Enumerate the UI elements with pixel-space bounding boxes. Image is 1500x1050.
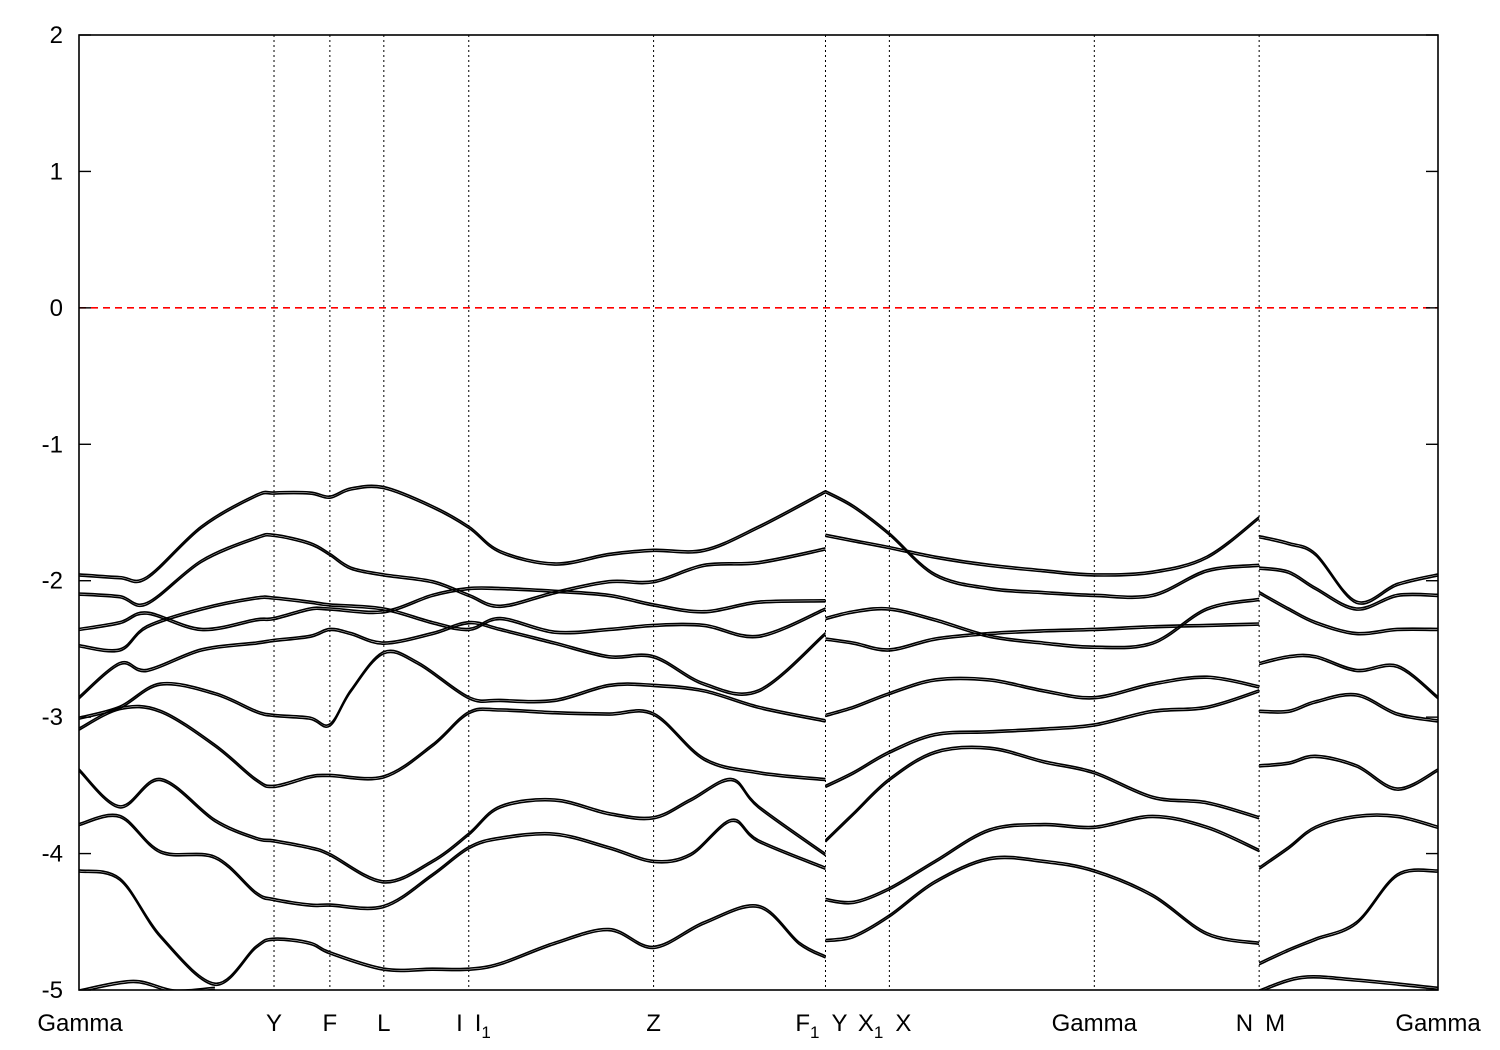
x-tick-label: F	[323, 1010, 338, 1037]
x-tick-label: I1	[475, 1010, 491, 1042]
band-line-partner	[79, 622, 827, 700]
band-line	[825, 675, 1260, 716]
x-tick-label: Gamma	[37, 1010, 123, 1037]
band-line	[825, 515, 1260, 575]
x-tick-label: F1	[795, 1010, 819, 1042]
band-line-partner	[825, 599, 1260, 650]
x-tick-label: X	[895, 1010, 911, 1037]
band-line	[79, 768, 826, 882]
x-tick-label: M	[1265, 1010, 1285, 1037]
x-ticks: Gamma Y F L I I1 Z F1 Y X1 X Gamma N M Gamma	[37, 1010, 1481, 1042]
high-symmetry-lines	[273, 35, 1260, 990]
y-tick-label: -2	[42, 568, 63, 595]
x-tick-label: Gamma	[1052, 1010, 1138, 1037]
band-line-partner	[1259, 694, 1438, 723]
x-tick-label: L	[377, 1010, 390, 1037]
band-line	[825, 855, 1260, 944]
x-tick-label: Y	[266, 1010, 282, 1037]
band-line-partner	[825, 492, 1260, 600]
band-line-partner	[79, 706, 826, 789]
band-line-partner	[79, 597, 826, 653]
x-tick-label: N	[1236, 1010, 1253, 1037]
band-line	[79, 620, 827, 698]
band-line	[79, 649, 826, 726]
band-line	[79, 704, 826, 787]
band-line-partner	[79, 534, 826, 609]
band-line-partner	[825, 816, 1260, 905]
y-tick-label: 0	[50, 295, 63, 322]
band-line	[1259, 754, 1438, 789]
x-tick-label: Z	[646, 1010, 661, 1037]
band-line-partner	[1262, 977, 1438, 990]
y-tick-label: -4	[42, 841, 63, 868]
band-line-partner	[1259, 756, 1438, 791]
band-line	[79, 586, 826, 630]
band-line	[1259, 566, 1438, 609]
band-line-partner	[79, 815, 826, 911]
band-line	[79, 813, 826, 909]
band-line	[825, 689, 1260, 787]
band-line	[79, 532, 826, 607]
band-line	[824, 745, 1260, 841]
band-line	[825, 622, 1260, 650]
y-ticks: 2 1 0 -1 -2 -3 -4 -5	[42, 22, 1438, 1004]
x-tick-label: Gamma	[1395, 1010, 1481, 1037]
band-line-partner	[825, 677, 1260, 718]
band-line	[1258, 974, 1438, 990]
band-line	[1258, 590, 1438, 634]
axes	[78, 34, 1439, 991]
x-tick-label: I	[456, 1010, 463, 1037]
band-line	[79, 595, 826, 651]
x-tick-label: Y	[831, 1010, 847, 1037]
band-line-partner	[1258, 870, 1438, 966]
band-line-partner	[825, 857, 1260, 946]
band-line	[1258, 813, 1438, 868]
band-line-partner	[824, 747, 1260, 843]
y-tick-label: -3	[42, 704, 63, 731]
band-lines	[79, 484, 1438, 990]
band-line-partner	[79, 651, 826, 728]
band-line-partner	[1259, 568, 1438, 611]
y-tick-label: -5	[42, 977, 63, 1004]
band-line	[825, 814, 1260, 903]
plot-frame	[78, 34, 1439, 991]
band-line	[79, 484, 826, 582]
band-line-partner	[1258, 815, 1438, 870]
band-line-partner	[79, 588, 826, 632]
band-line-partner	[1258, 655, 1438, 700]
y-tick-label: -1	[42, 431, 63, 458]
band-line-partner	[84, 981, 215, 990]
band-line	[825, 597, 1260, 648]
band-line-partner	[1258, 592, 1438, 636]
y-tick-label: 2	[50, 22, 63, 49]
band-line-partner	[825, 624, 1260, 652]
band-line-partner	[79, 871, 826, 987]
band-line-partner	[1258, 536, 1438, 605]
y-tick-label: 1	[50, 158, 63, 185]
band-line	[79, 869, 826, 984]
band-line	[1258, 534, 1438, 603]
x-tick-label: X1	[858, 1010, 883, 1042]
band-line-partner	[79, 770, 826, 884]
band-line-partner	[825, 691, 1260, 789]
band-line	[825, 489, 1260, 598]
band-line-partner	[79, 486, 826, 584]
band-line	[1258, 653, 1438, 698]
band-line	[1259, 692, 1438, 721]
band-line-partner	[825, 518, 1260, 577]
band-line	[1258, 868, 1438, 964]
